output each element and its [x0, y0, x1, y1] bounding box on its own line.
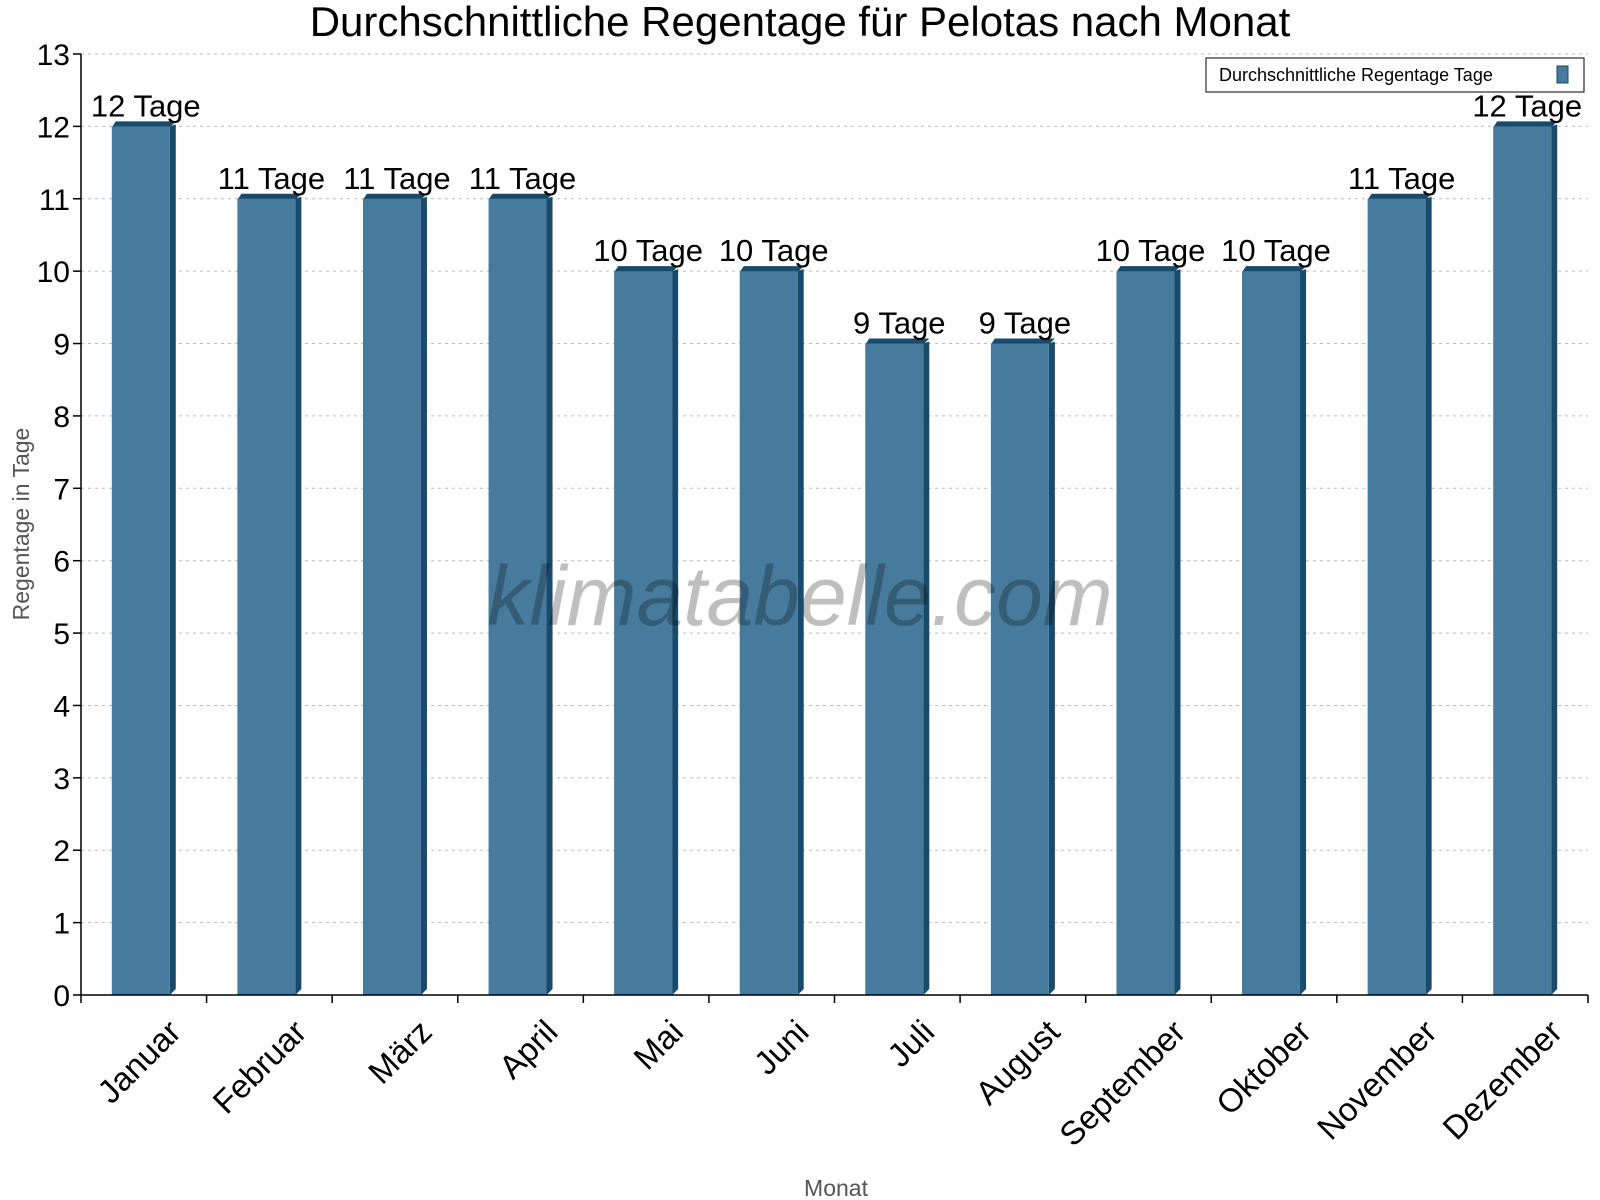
bar-top	[1493, 121, 1558, 128]
x-tick-label: Dezember	[1435, 1013, 1569, 1147]
bar-top	[488, 193, 553, 200]
y-tick-label: 0	[53, 980, 70, 1013]
data-label: 9 Tage	[979, 306, 1072, 341]
bar	[1493, 126, 1552, 995]
x-tick-label: August	[968, 1013, 1067, 1112]
data-label: 10 Tage	[1221, 233, 1331, 268]
y-tick-label: 2	[53, 835, 70, 868]
bar-top	[865, 338, 930, 345]
x-tick-label: September	[1052, 1013, 1192, 1153]
bar-side	[295, 196, 302, 995]
bar	[111, 126, 170, 995]
watermark: klimatabelle.com	[487, 549, 1113, 643]
legend-label: Durchschnittliche Regentage Tage	[1219, 65, 1493, 85]
bar-top	[1367, 193, 1432, 200]
bar-top	[614, 266, 679, 273]
y-tick-label: 7	[53, 473, 70, 506]
x-tick-label: Januar	[90, 1013, 188, 1111]
bar-side	[1551, 124, 1558, 995]
bars	[111, 121, 1558, 996]
bar	[865, 343, 924, 995]
x-tick-label: Mai	[626, 1013, 690, 1077]
y-tick-label: 4	[53, 690, 70, 723]
bar-top	[362, 193, 427, 200]
bar-top	[1242, 266, 1307, 273]
bar-side	[1425, 196, 1432, 995]
bar-side	[1048, 341, 1055, 995]
x-tick-label: Februar	[205, 1013, 313, 1121]
bar-top	[739, 266, 804, 273]
x-tick-label: Juli	[880, 1013, 941, 1074]
chart-title: Durchschnittliche Regentage für Pelotas …	[310, 0, 1291, 45]
bar	[739, 271, 798, 996]
y-axis-label: Regentage in Tage	[8, 428, 34, 621]
x-tick-label: März	[361, 1013, 439, 1091]
bar-top	[990, 338, 1055, 345]
bar-side	[420, 196, 427, 995]
bar	[1242, 271, 1301, 996]
bar-top	[111, 121, 176, 128]
y-tick-label: 12	[37, 111, 70, 144]
data-label: 11 Tage	[343, 161, 450, 196]
bar-side	[546, 196, 553, 995]
y-tick-label: 11	[39, 184, 70, 217]
data-label: 10 Tage	[593, 233, 703, 268]
x-tick-label: Oktober	[1209, 1013, 1318, 1122]
legend-swatch	[1556, 65, 1569, 84]
y-tick-label: 1	[53, 908, 70, 941]
bar	[1367, 198, 1426, 995]
data-label: 9 Tage	[853, 306, 946, 341]
data-label: 12 Tage	[1472, 88, 1582, 123]
y-tick-label: 8	[53, 401, 70, 434]
y-tick-label: 3	[53, 763, 70, 796]
x-axis-label: Monat	[804, 1175, 869, 1200]
data-label: 10 Tage	[719, 233, 829, 268]
grid	[81, 53, 1588, 924]
y-tick-label: 6	[53, 546, 70, 579]
bar	[1116, 271, 1175, 996]
y-tick-label: 5	[53, 618, 70, 651]
bar-side	[672, 269, 679, 996]
data-label: 11 Tage	[1348, 161, 1455, 196]
x-tick-label: Juni	[747, 1013, 816, 1082]
y-tick-label: 10	[37, 256, 70, 289]
bar-side	[797, 269, 804, 996]
bar-side	[1300, 269, 1307, 996]
bar-side	[1174, 269, 1181, 996]
bar	[362, 198, 421, 995]
legend-box	[1205, 57, 1585, 93]
bar-top	[237, 193, 302, 200]
y-tick-label: 13	[37, 39, 70, 72]
x-tick-label: April	[492, 1013, 565, 1086]
bar	[614, 271, 673, 996]
bar	[237, 198, 296, 995]
data-label: 11 Tage	[469, 161, 576, 196]
bar-side	[923, 341, 930, 995]
data-label: 12 Tage	[91, 88, 201, 123]
bar	[488, 198, 547, 995]
y-tick-label: 9	[53, 329, 70, 362]
bar	[990, 343, 1049, 995]
x-tick-label: November	[1310, 1013, 1444, 1147]
data-labels: 12 Tage 11 Tage 11 Tage 11 Tage 10 Tage 10 Ta…	[91, 88, 1582, 340]
data-label: 10 Tage	[1096, 233, 1206, 268]
bar-top	[1116, 266, 1181, 273]
data-label: 11 Tage	[218, 161, 325, 196]
bar-side	[169, 124, 176, 995]
legend: Durchschnittliche Regentage Tage	[1205, 57, 1585, 93]
